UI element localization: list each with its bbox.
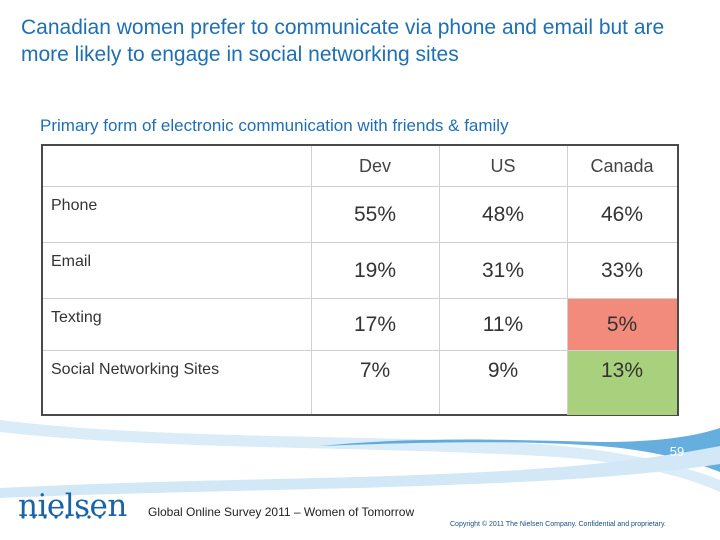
slide-title: Canadian women prefer to communicate via… <box>21 16 665 66</box>
cell-social-us: 9% <box>487 359 519 382</box>
header-us: US <box>490 155 516 176</box>
row-label-texting: Texting <box>51 309 102 326</box>
footer-wave-band <box>0 420 720 540</box>
header-dev: Dev <box>358 155 391 176</box>
cell-email-dev: 19% <box>353 259 397 282</box>
cell-phone-dev: 55% <box>353 203 397 226</box>
row-label-phone: Phone <box>51 197 98 214</box>
table-row: Phone 55% 48% 46% <box>43 186 677 243</box>
row-label-email: Email <box>51 253 92 270</box>
cell-texting-us: 11% <box>482 313 524 336</box>
table-row: Email 19% 31% 33% <box>43 242 677 299</box>
nielsen-logo: nielsen <box>18 488 127 524</box>
cell-email-us: 31% <box>481 259 525 282</box>
table-row: Texting 17% 11% 5% <box>43 298 677 351</box>
cell-social-canada: 13% <box>567 351 677 415</box>
column-divider <box>311 146 312 414</box>
column-divider <box>567 146 568 414</box>
header-canada: Canada <box>590 155 654 176</box>
table-subtitle: Primary form of electronic communication… <box>40 116 509 135</box>
table-row: Social Networking Sites 7% 9% 13% <box>43 350 677 415</box>
cell-email-canada: 33% <box>600 259 644 282</box>
cell-social-dev: 7% <box>359 359 391 382</box>
cell-texting-canada: 5% <box>567 299 677 351</box>
copyright-text: Copyright © 2011 The Nielsen Company. Co… <box>450 521 666 528</box>
survey-footer-text: Global Online Survey 2011 – Women of Tom… <box>148 505 415 519</box>
logo-dots-icon <box>21 515 102 519</box>
column-divider <box>439 146 440 414</box>
cell-texting-dev: 17% <box>353 313 397 336</box>
table-header-row: Dev US Canada <box>43 146 677 186</box>
cell-phone-us: 48% <box>481 203 525 226</box>
cell-phone-canada: 46% <box>600 203 644 226</box>
row-label-social: Social Networking Sites <box>51 361 220 378</box>
comparison-table: Dev US Canada Phone 55% 48% 46% Email 19… <box>41 144 679 416</box>
page-number: 59 <box>669 443 685 459</box>
